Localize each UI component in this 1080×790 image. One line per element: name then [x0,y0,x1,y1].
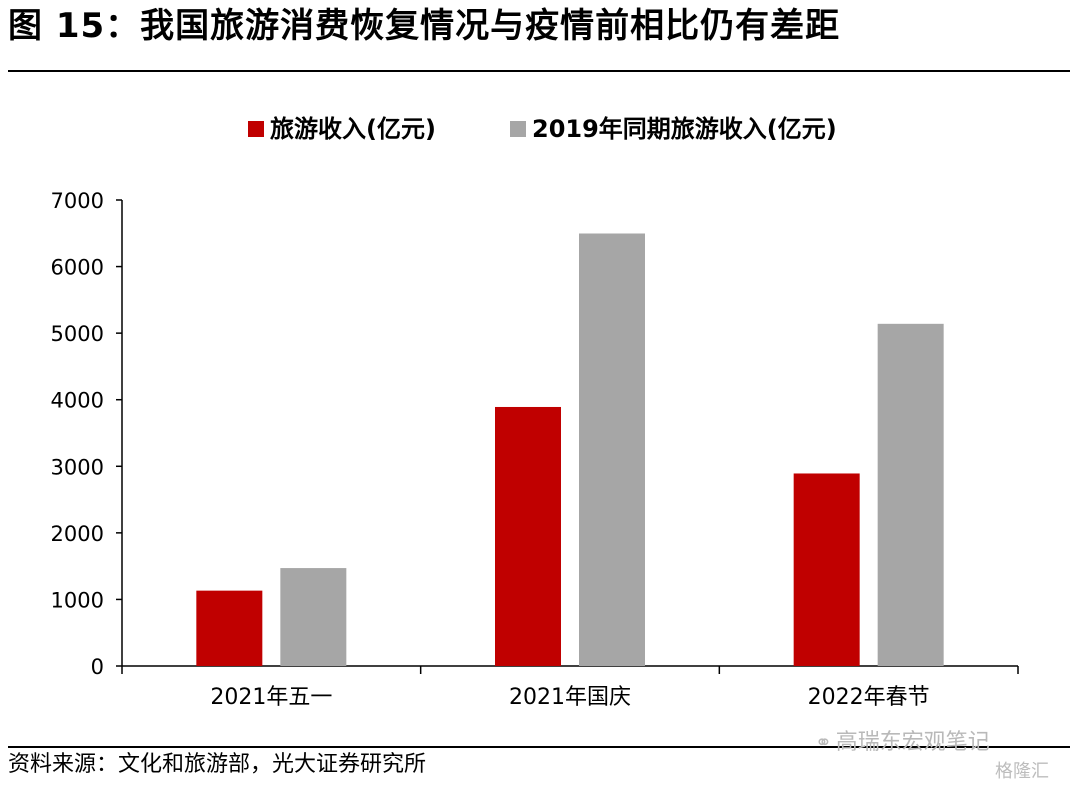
legend-swatch-1 [510,121,526,137]
bar-chart: 旅游收入(亿元) 2019年同期旅游收入(亿元) 0 1000 2000 3000 400… [51,115,1019,710]
y-tick-label: 0 [91,655,104,679]
wechat-icon: ⚭ [815,730,832,754]
x-category-label: 2022年春节 [808,685,930,710]
bottom-rule [8,746,1070,748]
y-tick-label: 2000 [51,522,104,546]
source-note: 资料来源：文化和旅游部，光大证券研究所 [8,752,427,777]
y-tick-label: 6000 [51,256,104,280]
bar-revenue-2019-1 [579,233,645,667]
y-tick-label: 5000 [51,322,104,346]
bars [196,233,944,667]
bar-revenue-1 [495,406,561,666]
top-rule [8,70,1070,72]
legend-label-1: 2019年同期旅游收入(亿元) [532,115,837,143]
legend: 旅游收入(亿元) 2019年同期旅游收入(亿元) [248,115,837,143]
y-tick-label: 4000 [51,389,104,413]
x-category-label: 2021年五一 [210,685,332,710]
watermark: ⚭ 高瑞东宏观笔记 [815,728,990,757]
figure-title: 图 15：我国旅游消费恢复情况与疫情前相比仍有差距 [8,6,841,46]
legend-label-0: 旅游收入(亿元) [270,115,436,143]
bar-revenue-2 [793,473,860,666]
bar-revenue-2019-0 [280,568,347,666]
x-axis: 2021年五一 2021年国庆 2022年春节 [121,665,1019,710]
y-tick-label: 1000 [51,588,104,612]
y-tick-label: 7000 [51,189,104,213]
y-tick-label: 3000 [51,455,104,479]
watermark-logo: 格隆汇 [995,761,1049,782]
bar-revenue-2019-2 [877,323,944,666]
watermark-text: 高瑞东宏观笔记 [835,730,990,755]
x-category-label: 2021年国庆 [509,685,631,710]
legend-swatch-0 [248,121,264,137]
bar-revenue-0 [196,590,263,666]
y-axis: 0 1000 2000 3000 4000 5000 6000 7000 [51,189,123,679]
